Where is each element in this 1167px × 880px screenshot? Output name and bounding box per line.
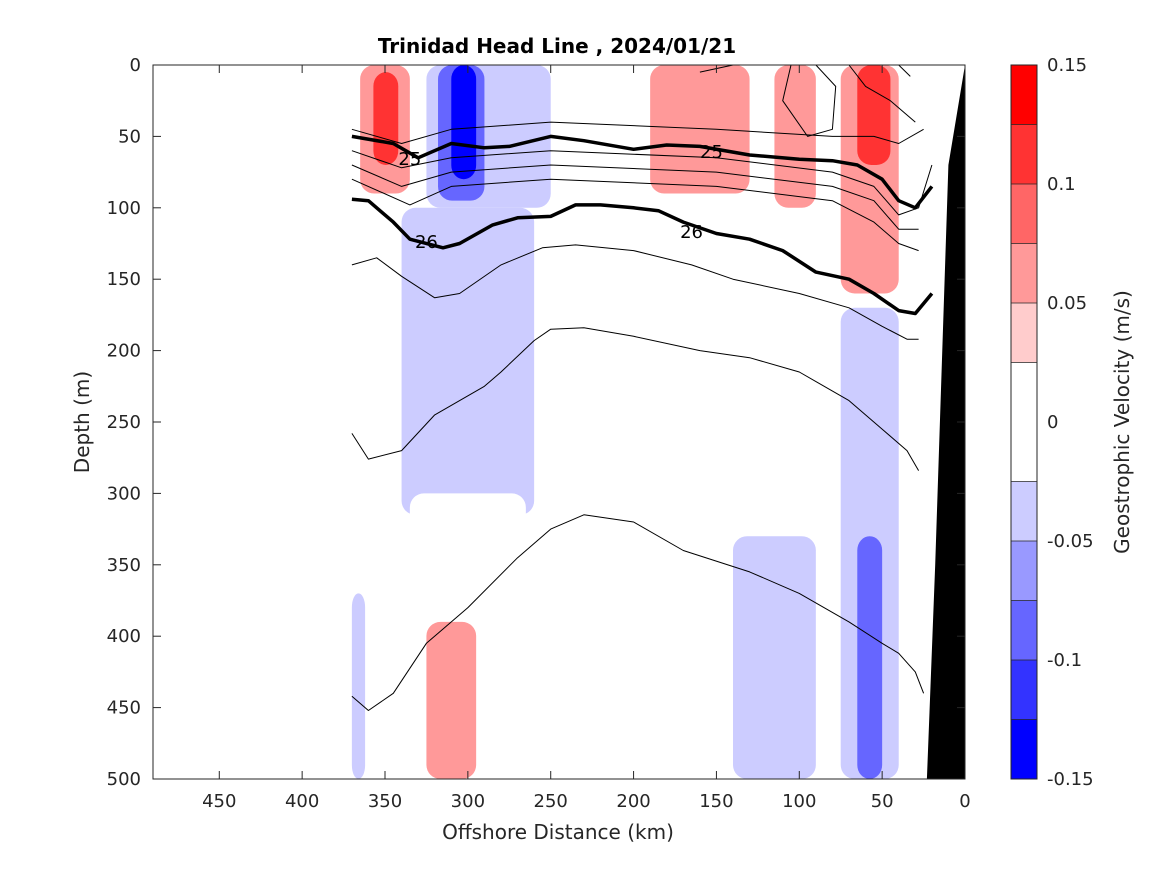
density-contour xyxy=(351,164,919,230)
density-contour-layer xyxy=(351,64,934,711)
velocity-fill-layer xyxy=(351,65,916,779)
x-axis-label: Offshore Distance (km) xyxy=(442,820,674,844)
y-tick-label: 450 xyxy=(107,698,141,719)
velocity-region xyxy=(650,65,750,194)
velocity-region xyxy=(401,207,535,515)
x-tick-label: 300 xyxy=(451,791,485,812)
density-contour xyxy=(351,244,919,340)
density-contour xyxy=(351,150,933,216)
y-tick-label: 500 xyxy=(107,769,141,790)
x-tick-label: 0 xyxy=(959,791,970,812)
density-contour xyxy=(782,64,837,137)
colorbar-tick-label: 0.15 xyxy=(1047,55,1087,76)
contour-label: 26 xyxy=(680,222,703,243)
y-tick-label: 200 xyxy=(107,341,141,362)
density-contour xyxy=(351,178,919,252)
x-tick-label: 350 xyxy=(368,791,402,812)
colorbar-frame xyxy=(1010,64,1038,780)
velocity-region xyxy=(351,593,366,779)
colorbar-segment xyxy=(1011,660,1037,720)
velocity-region xyxy=(733,536,816,779)
colorbar-tick-label: 0.1 xyxy=(1047,174,1076,195)
colorbar-tick-label: -0.1 xyxy=(1047,650,1082,671)
colorbar-segment xyxy=(1011,303,1037,363)
y-tick-label: 50 xyxy=(118,126,141,147)
colorbar-label: Geostrophic Velocity (m/s) xyxy=(1110,290,1134,554)
x-tick-label: 50 xyxy=(871,791,894,812)
colorbar-segment xyxy=(1011,243,1037,303)
bathymetry-layer xyxy=(926,65,965,779)
velocity-region xyxy=(426,621,477,779)
bathymetry-seafloor xyxy=(926,65,965,779)
x-tick-label: 400 xyxy=(285,791,319,812)
x-axis-ticks: 450 400 350 300 250 200 150 100 50 0 xyxy=(202,65,971,812)
velocity-region xyxy=(774,65,816,208)
density-contour xyxy=(351,121,924,144)
density-contour xyxy=(848,64,916,123)
y-axis-ticks: 0 50 100 150 200 250 300 350 400 450 500 xyxy=(107,55,965,790)
contour-label: 25 xyxy=(398,149,421,170)
y-tick-label: 0 xyxy=(130,55,141,76)
density-contour xyxy=(351,327,920,471)
x-tick-label: 250 xyxy=(534,791,568,812)
y-tick-label: 250 xyxy=(107,412,141,433)
colorbar-segment xyxy=(1011,600,1037,660)
colorbar-tick-label: -0.15 xyxy=(1047,769,1094,790)
y-tick-label: 350 xyxy=(107,555,141,576)
colorbar-segment xyxy=(1011,481,1037,541)
contour-label-layer: 25 25 26 26 xyxy=(398,142,723,253)
density-contour xyxy=(898,64,911,77)
colorbar-segment xyxy=(1011,541,1037,601)
colorbar-segment xyxy=(1011,362,1037,482)
contour-label: 25 xyxy=(700,142,723,163)
y-tick-label: 300 xyxy=(107,483,141,504)
x-tick-label: 100 xyxy=(782,791,816,812)
velocity-region xyxy=(857,536,883,779)
velocity-region xyxy=(351,207,359,408)
velocity-region xyxy=(905,236,916,323)
colorbar-segment xyxy=(1011,184,1037,244)
chart-title: Trinidad Head Line , 2024/01/21 xyxy=(378,34,736,58)
x-tick-label: 150 xyxy=(699,791,733,812)
density-contour xyxy=(351,514,925,711)
colorbar-tick-label: -0.05 xyxy=(1047,531,1094,552)
colorbar-tick-label: 0.05 xyxy=(1047,293,1087,314)
colorbar: 0.15 0.1 0.05 0 -0.05 -0.1 -0.15 xyxy=(1010,55,1094,790)
velocity-region xyxy=(373,72,399,165)
velocity-region xyxy=(857,65,891,165)
colorbar-segment xyxy=(1011,124,1037,184)
colorbar-segment xyxy=(1011,719,1037,779)
colorbar-segment xyxy=(1011,65,1037,125)
velocity-region xyxy=(451,65,477,180)
colorbar-tick-label: 0 xyxy=(1047,412,1058,433)
y-axis-label: Depth (m) xyxy=(70,371,94,473)
density-contour-bold xyxy=(351,197,934,316)
x-tick-label: 200 xyxy=(616,791,650,812)
y-tick-label: 400 xyxy=(107,626,141,647)
x-tick-label: 450 xyxy=(202,791,236,812)
y-tick-label: 150 xyxy=(107,269,141,290)
density-contour-bold xyxy=(351,134,934,210)
contour-label: 26 xyxy=(415,232,438,253)
y-tick-label: 100 xyxy=(107,198,141,219)
